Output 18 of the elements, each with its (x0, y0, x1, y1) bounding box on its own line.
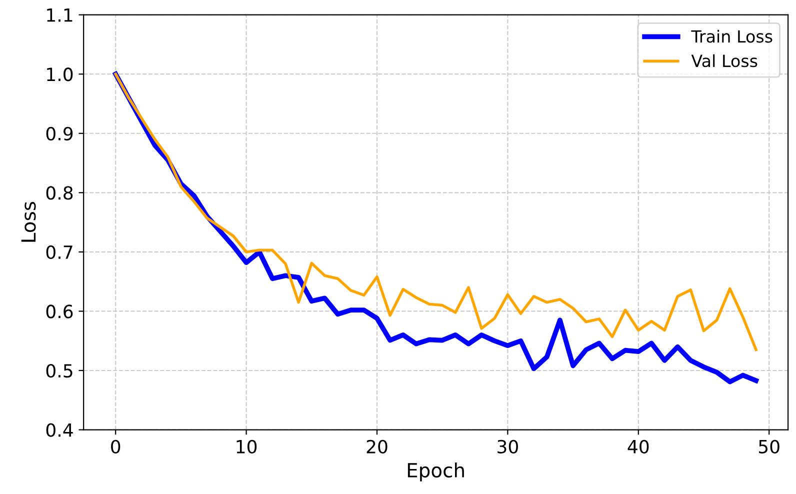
y-tick-label: 0.7 (46, 245, 72, 260)
y-tick-label: 0.9 (46, 126, 73, 140)
y-axis-title: Loss (21, 202, 36, 242)
y-tick-label: 0.4 (46, 423, 73, 437)
y-tick-label: 0.5 (46, 364, 72, 378)
x-tick-label: 0 (111, 440, 120, 454)
x-tick-label: 20 (366, 440, 388, 454)
y-tick-label: 1.1 (47, 8, 72, 22)
x-axis-title: Epoch (408, 462, 464, 482)
x-tick-label: 10 (236, 440, 257, 454)
x-tick-label: 30 (498, 440, 518, 454)
y-tick-label: 0.8 (46, 186, 73, 200)
y-tick-label: 0.6 (46, 304, 73, 318)
legend-label: Val Loss (691, 54, 758, 68)
x-tick-label: 40 (628, 440, 649, 454)
x-tick-label: 50 (758, 440, 780, 454)
y-tick-label: 1.0 (47, 68, 73, 82)
legend-label: Train Loss (691, 30, 772, 43)
